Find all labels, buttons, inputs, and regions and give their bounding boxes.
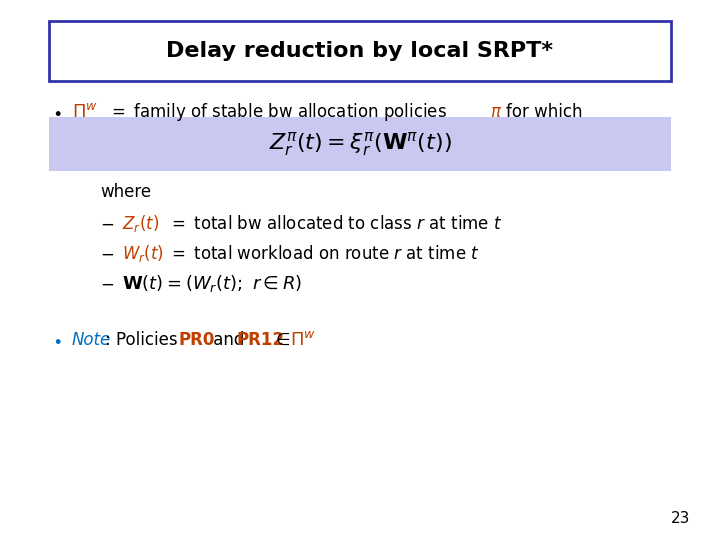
Text: $-$: $-$ [100, 245, 114, 263]
Text: 23: 23 [670, 511, 690, 526]
Text: $=$ total bw allocated to class $r$ at time $t$: $=$ total bw allocated to class $r$ at t… [168, 215, 503, 233]
Text: $\mathit{\Pi}^w$: $\mathit{\Pi}^w$ [290, 331, 316, 349]
Text: Note: Note [72, 331, 112, 349]
Text: $= $ family of stable bw allocation policies: $= $ family of stable bw allocation poli… [108, 101, 447, 123]
Text: and: and [208, 331, 250, 349]
Text: $=$ total workload on route $r$ at time $t$: $=$ total workload on route $r$ at time … [168, 245, 480, 263]
Text: where: where [100, 183, 151, 201]
Text: $\bullet$: $\bullet$ [52, 103, 62, 121]
Text: Delay reduction by local SRPT*: Delay reduction by local SRPT* [166, 41, 554, 61]
Text: $\mathit{Z}_r(t)$: $\mathit{Z}_r(t)$ [122, 213, 159, 234]
Text: $\mathit{W}_r(t)$: $\mathit{W}_r(t)$ [122, 244, 164, 265]
Text: $\pi$: $\pi$ [490, 103, 503, 121]
Text: $-$: $-$ [100, 275, 114, 293]
Text: $\bullet$: $\bullet$ [52, 331, 62, 349]
Text: PR0: PR0 [178, 331, 215, 349]
Text: for which: for which [506, 103, 582, 121]
Text: $\mathit{\Pi}^w$: $\mathit{\Pi}^w$ [72, 103, 98, 121]
Text: $\mathbf{W}(t) = (W_r(t);\ r \in R)$: $\mathbf{W}(t) = (W_r(t);\ r \in R)$ [122, 273, 302, 294]
FancyBboxPatch shape [49, 21, 671, 81]
Text: $-$: $-$ [100, 215, 114, 233]
Text: $Z_r^{\pi}(t) = \xi_r^{\pi}(\mathbf{W}^{\pi}(t))$: $Z_r^{\pi}(t) = \xi_r^{\pi}(\mathbf{W}^{… [269, 130, 451, 158]
Text: $\in$: $\in$ [272, 331, 290, 349]
Text: : Policies: : Policies [105, 331, 183, 349]
FancyBboxPatch shape [49, 117, 671, 171]
Text: PR12: PR12 [237, 331, 285, 349]
